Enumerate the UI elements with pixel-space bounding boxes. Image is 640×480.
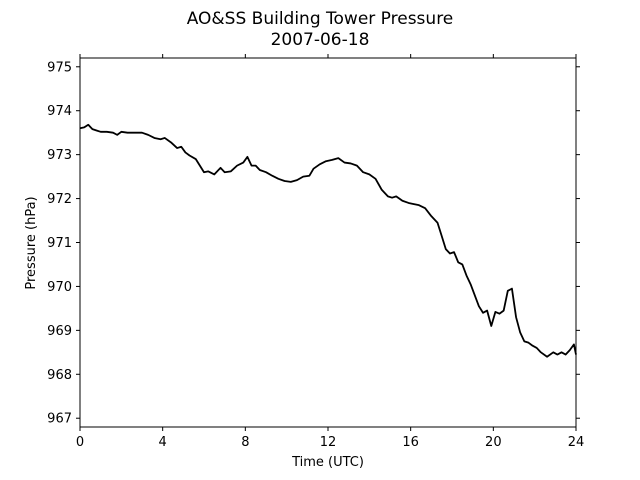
x-tick-label: 24 [568, 435, 585, 450]
plot-frame [79, 57, 577, 428]
title-group: AO&SS Building Tower Pressure 2007-06-18 [187, 9, 454, 50]
x-tick-label: 8 [241, 435, 249, 450]
y-axis-label: Pressure (hPa) [24, 196, 39, 289]
y-tick-label: 972 [47, 192, 72, 207]
y-tick-label: 975 [47, 60, 72, 75]
y-tick-label: 970 [47, 280, 72, 295]
y-axis-ticks: 967 968 969 970 971 972 973 974 975 [47, 60, 580, 427]
x-axis-label: Time (UTC) [291, 455, 364, 470]
y-tick-label: 974 [47, 104, 72, 119]
chart-title: AO&SS Building Tower Pressure [187, 9, 454, 29]
y-tick-label: 968 [47, 368, 72, 383]
x-tick-label: 0 [76, 435, 84, 450]
x-axis-ticks: 0 4 8 12 16 20 24 [76, 54, 584, 450]
y-tick-label: 973 [47, 148, 72, 163]
y-tick-label: 967 [47, 412, 72, 427]
x-tick-label: 4 [159, 435, 167, 450]
x-tick-label: 20 [485, 435, 502, 450]
x-tick-label: 16 [402, 435, 419, 450]
y-tick-label: 969 [47, 324, 72, 339]
y-tick-label: 971 [47, 236, 72, 251]
chart-subtitle: 2007-06-18 [271, 30, 370, 50]
x-tick-label: 12 [320, 435, 337, 450]
plot-area [79, 57, 577, 428]
pressure-series-line [79, 123, 577, 358]
